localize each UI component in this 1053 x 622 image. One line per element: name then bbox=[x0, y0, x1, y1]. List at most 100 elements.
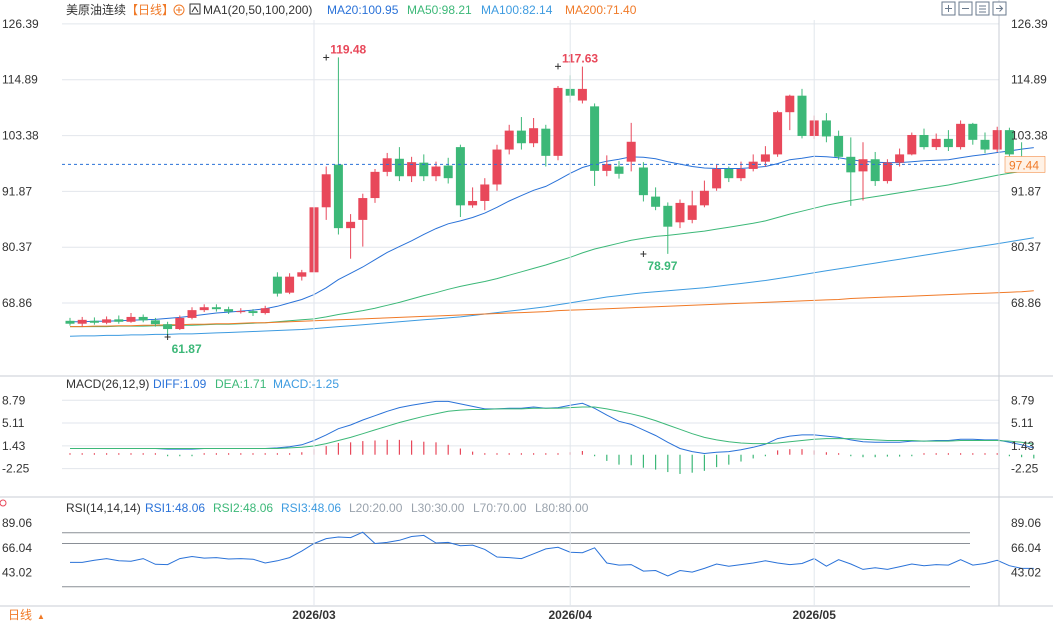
candle-body bbox=[821, 120, 831, 137]
candle[interactable] bbox=[956, 120, 966, 150]
candle[interactable] bbox=[199, 304, 209, 313]
panel-drag-icon[interactable] bbox=[0, 499, 7, 507]
candle-body bbox=[260, 308, 270, 314]
candle[interactable] bbox=[992, 126, 1002, 152]
candle[interactable] bbox=[407, 156, 417, 183]
add-indicator-icon[interactable] bbox=[173, 4, 185, 16]
candle-body bbox=[455, 147, 465, 206]
candle-body bbox=[211, 307, 221, 310]
candle[interactable] bbox=[102, 316, 112, 325]
candle[interactable] bbox=[431, 161, 441, 182]
candle[interactable] bbox=[919, 128, 929, 150]
high-label: 117.63 bbox=[562, 51, 598, 65]
candle[interactable] bbox=[760, 146, 770, 167]
candle[interactable] bbox=[968, 122, 978, 145]
fullscreen-icon[interactable] bbox=[941, 1, 956, 16]
zoom-out-icon[interactable] bbox=[958, 1, 973, 16]
candle[interactable] bbox=[504, 124, 514, 155]
ma100-line bbox=[69, 237, 1034, 337]
candle[interactable] bbox=[443, 157, 453, 184]
rsi1-legend: RSI1:48.06 bbox=[145, 501, 205, 515]
candle-body bbox=[358, 198, 368, 220]
rsi3-legend: RSI3:48.06 bbox=[281, 501, 341, 515]
candle[interactable] bbox=[943, 130, 953, 151]
symbol-title[interactable]: 美原油连续 bbox=[66, 2, 126, 17]
settings-icon[interactable] bbox=[992, 1, 1007, 16]
candle[interactable] bbox=[114, 315, 124, 324]
candle[interactable] bbox=[614, 161, 624, 179]
candle[interactable] bbox=[907, 132, 917, 156]
candle[interactable] bbox=[858, 142, 868, 201]
candle[interactable] bbox=[590, 103, 600, 186]
candle[interactable] bbox=[297, 269, 307, 281]
price-tick-left: 103.38 bbox=[2, 129, 39, 143]
candle[interactable] bbox=[638, 162, 648, 202]
candle[interactable] bbox=[663, 202, 673, 254]
candle[interactable] bbox=[675, 199, 685, 229]
candle[interactable] bbox=[821, 113, 831, 143]
candle[interactable] bbox=[846, 137, 856, 206]
marker-cross bbox=[323, 54, 330, 61]
candle[interactable] bbox=[797, 88, 807, 139]
candle[interactable] bbox=[370, 168, 380, 203]
candle[interactable] bbox=[150, 317, 160, 327]
candle[interactable] bbox=[224, 306, 234, 315]
indicator-list-icon[interactable] bbox=[975, 1, 990, 16]
candle[interactable] bbox=[285, 273, 295, 295]
candle[interactable] bbox=[211, 304, 221, 312]
candle[interactable] bbox=[541, 124, 551, 167]
candle[interactable] bbox=[89, 317, 99, 325]
candle[interactable] bbox=[260, 305, 270, 315]
rsi-title[interactable]: RSI(14,14,14) bbox=[66, 501, 141, 515]
period-selector[interactable]: 日线 bbox=[8, 608, 32, 622]
candle[interactable] bbox=[724, 166, 734, 183]
ma-settings-icon[interactable] bbox=[189, 3, 201, 15]
candle[interactable] bbox=[468, 187, 478, 208]
candle[interactable] bbox=[736, 161, 746, 182]
candle[interactable] bbox=[272, 272, 282, 297]
candle[interactable] bbox=[419, 154, 429, 182]
candle[interactable] bbox=[577, 66, 587, 104]
candle[interactable] bbox=[187, 307, 197, 320]
candle[interactable] bbox=[358, 193, 368, 247]
candle-body bbox=[1004, 130, 1014, 155]
candle-body bbox=[529, 128, 539, 144]
candle[interactable] bbox=[980, 132, 990, 154]
candle[interactable] bbox=[126, 313, 136, 323]
candle[interactable] bbox=[138, 314, 148, 323]
candle[interactable] bbox=[77, 316, 87, 327]
candle[interactable] bbox=[516, 117, 526, 150]
candle[interactable] bbox=[480, 178, 490, 211]
candle[interactable] bbox=[492, 144, 502, 191]
candle[interactable] bbox=[931, 133, 941, 151]
rsi2-legend: RSI2:48.06 bbox=[213, 501, 273, 515]
macd-title[interactable]: MACD(26,12,9) bbox=[66, 377, 149, 391]
candle[interactable] bbox=[346, 214, 356, 259]
candle[interactable] bbox=[455, 144, 465, 217]
candle[interactable] bbox=[236, 308, 246, 314]
period-label[interactable]: 【日线】 bbox=[126, 3, 174, 17]
candle[interactable] bbox=[773, 110, 783, 157]
candle[interactable] bbox=[687, 190, 697, 224]
candle[interactable] bbox=[65, 317, 75, 326]
candle[interactable] bbox=[626, 122, 636, 172]
candle[interactable] bbox=[785, 94, 795, 131]
candle[interactable] bbox=[175, 315, 185, 331]
candle-body bbox=[382, 158, 392, 172]
candle-body bbox=[126, 316, 136, 322]
candle[interactable] bbox=[882, 159, 892, 184]
candle[interactable] bbox=[321, 166, 331, 220]
candle[interactable] bbox=[870, 151, 880, 186]
candle[interactable] bbox=[834, 130, 844, 160]
candle[interactable] bbox=[651, 187, 661, 211]
candle[interactable] bbox=[748, 154, 758, 172]
candle[interactable] bbox=[699, 180, 709, 208]
candle[interactable] bbox=[895, 148, 905, 167]
candle[interactable] bbox=[529, 118, 539, 148]
candle[interactable] bbox=[602, 155, 612, 177]
candle[interactable] bbox=[712, 164, 722, 191]
candle[interactable] bbox=[333, 57, 343, 235]
candle[interactable] bbox=[553, 85, 563, 161]
candle[interactable] bbox=[248, 309, 258, 316]
period-dropdown-icon[interactable]: ▲ bbox=[37, 612, 45, 621]
